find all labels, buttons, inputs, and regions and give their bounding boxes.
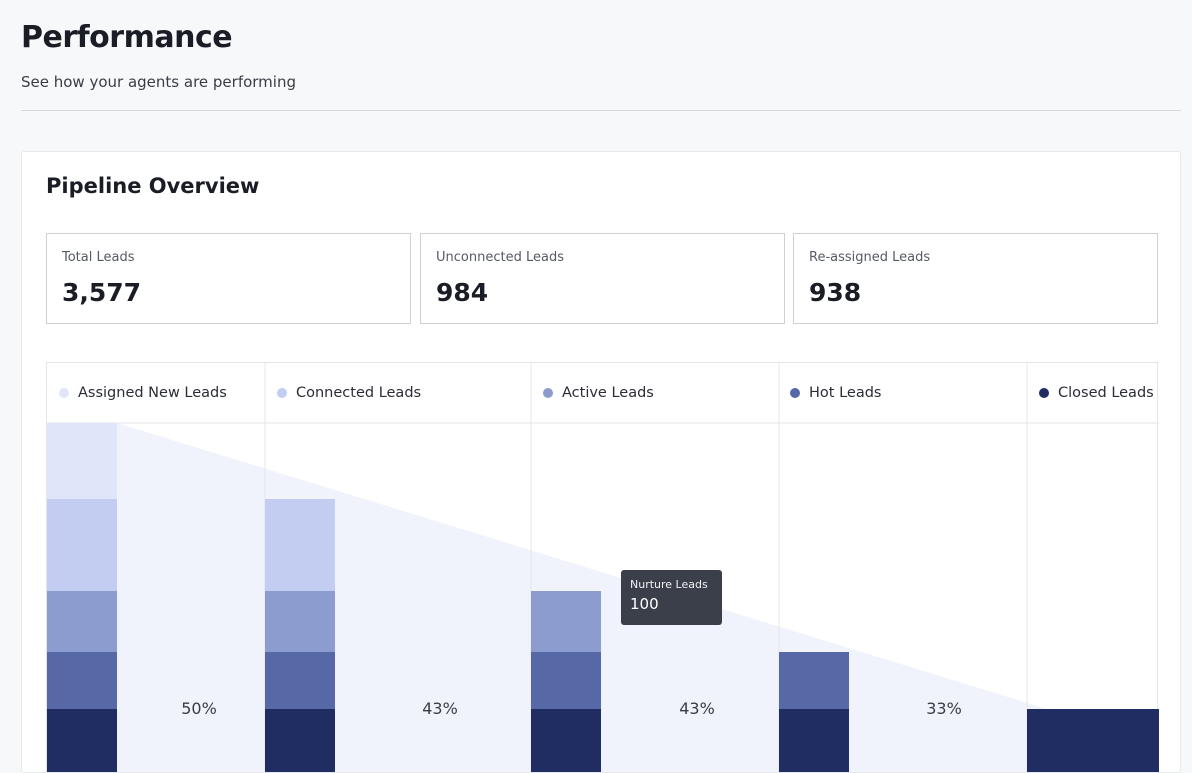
legend-hot-leads[interactable]: Hot Leads: [790, 363, 881, 423]
legend-label: Closed Leads: [1058, 385, 1154, 401]
page-title: Performance: [21, 20, 233, 55]
legend-active-leads[interactable]: Active Leads: [543, 363, 654, 423]
bar-segment: [1027, 709, 1159, 772]
bar-tooltip: Nurture Leads 100: [621, 570, 722, 625]
legend-dot-icon: [543, 388, 553, 398]
bar-segment: [265, 591, 335, 652]
legend-assigned-new-leads[interactable]: Assigned New Leads: [59, 363, 227, 423]
stat-value: 938: [809, 278, 862, 307]
bar-segment: [531, 591, 601, 652]
bar-segment: [265, 709, 335, 772]
stat-total-leads[interactable]: Total Leads 3,577: [46, 233, 411, 324]
conversion-rate-label: 33%: [926, 699, 962, 718]
bar-segment: [779, 709, 849, 772]
conversion-rate-label: 43%: [422, 699, 458, 718]
pipeline-overview-card: Pipeline Overview Total Leads 3,577 Unco…: [21, 151, 1181, 773]
legend-dot-icon: [277, 388, 287, 398]
pipeline-funnel-chart: Assigned New Leads Connected Leads Activ…: [46, 362, 1159, 772]
bar-segment: [47, 709, 117, 772]
page-header: Performance See how your agents are perf…: [21, 20, 1181, 111]
stat-unconnected-leads[interactable]: Unconnected Leads 984: [420, 233, 785, 324]
card-title: Pipeline Overview: [46, 174, 260, 198]
bar-segment: [47, 591, 117, 652]
conversion-rate-label: 50%: [181, 699, 217, 718]
bar-segment: [531, 652, 601, 709]
legend-dot-icon: [1039, 388, 1049, 398]
funnel-chart-svg: [47, 363, 1159, 772]
stat-label: Unconnected Leads: [436, 250, 564, 265]
stat-label: Re-assigned Leads: [809, 250, 931, 265]
bar-segment: [265, 652, 335, 709]
legend-label: Hot Leads: [809, 385, 882, 401]
bar-segment: [47, 423, 117, 499]
legend-connected-leads[interactable]: Connected Leads: [277, 363, 421, 423]
bar-segment: [47, 652, 117, 709]
legend-dot-icon: [59, 388, 69, 398]
stat-reassigned-leads[interactable]: Re-assigned Leads 938: [793, 233, 1158, 324]
legend-label: Active Leads: [562, 385, 654, 401]
bar-segment: [779, 652, 849, 709]
stat-value: 984: [436, 278, 489, 307]
tooltip-label: Nurture Leads: [630, 578, 708, 591]
legend-label: Connected Leads: [296, 385, 422, 401]
bar-segment: [47, 499, 117, 591]
legend-dot-icon: [790, 388, 800, 398]
stat-value: 3,577: [62, 278, 142, 307]
conversion-rate-label: 43%: [679, 699, 715, 718]
bar-segment: [265, 499, 335, 591]
legend-label: Assigned New Leads: [78, 385, 227, 401]
page-subtitle: See how your agents are performing: [21, 73, 296, 91]
legend-closed-leads[interactable]: Closed Leads: [1039, 363, 1154, 423]
tooltip-value: 100: [630, 595, 659, 613]
stat-label: Total Leads: [62, 250, 135, 265]
bar-segment: [531, 709, 601, 772]
